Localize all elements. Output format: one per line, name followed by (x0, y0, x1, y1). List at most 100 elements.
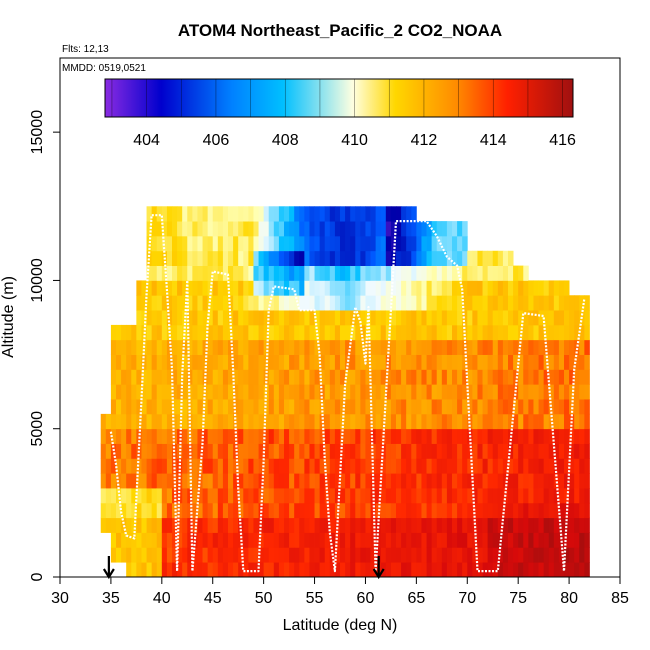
heatmap-cell (243, 369, 249, 385)
heatmap-cell (233, 399, 239, 415)
heatmap-cell (329, 235, 336, 252)
heatmap-cell (299, 399, 305, 415)
heatmap-cell (446, 369, 453, 385)
heatmap-cell (569, 473, 575, 489)
heatmap-cell (365, 354, 371, 370)
heatmap-cell (436, 517, 443, 533)
heatmap-cell (126, 399, 132, 415)
heatmap-cell (411, 265, 417, 281)
heatmap-cell (370, 473, 377, 489)
heatmap-cell (243, 562, 249, 578)
heatmap-cell (334, 413, 341, 430)
heatmap-cell (284, 221, 290, 237)
heatmap-cell (202, 280, 209, 296)
heatmap-cell (436, 428, 443, 444)
heatmap-cell (360, 324, 366, 341)
heatmap-cell (564, 517, 570, 533)
heatmap-cell (457, 517, 463, 533)
heatmap-cell (202, 532, 209, 548)
heatmap-cell (263, 250, 270, 266)
heatmap-cell (329, 443, 336, 459)
heatmap-cell (222, 206, 229, 222)
heatmap-cell (477, 473, 483, 489)
heatmap-cell (416, 235, 422, 252)
heatmap-cell (426, 532, 433, 548)
heatmap-cell (543, 339, 550, 355)
heatmap-cell (329, 206, 336, 222)
heatmap-cell (131, 562, 137, 578)
heatmap-cell (156, 369, 163, 385)
heatmap-cell (309, 250, 315, 266)
heatmap-cell (426, 250, 433, 266)
heatmap-cell (273, 295, 280, 311)
heatmap-cell (502, 354, 509, 370)
heatmap-cell (116, 532, 122, 548)
heatmap-cell (263, 547, 270, 563)
heatmap-cell (548, 517, 555, 533)
heatmap-cell (411, 502, 417, 519)
heatmap-cell (110, 399, 117, 415)
heatmap-cell (156, 206, 163, 222)
heatmap-cell (492, 339, 499, 355)
heatmap-cell (543, 428, 550, 444)
heatmap-cell (243, 443, 249, 459)
heatmap-cell (462, 532, 468, 548)
heatmap-cell (426, 235, 433, 252)
heatmap-cell (462, 295, 468, 311)
heatmap-cell (558, 502, 565, 519)
heatmap-cell (319, 428, 326, 444)
heatmap-cell (569, 562, 575, 578)
heatmap-cell (151, 562, 158, 578)
heatmap-cell (146, 517, 153, 533)
heatmap-cell (472, 428, 478, 444)
heatmap-cell (457, 280, 463, 296)
heatmap-cell (116, 502, 122, 519)
heatmap-cell (467, 532, 473, 548)
heatmap-cell (584, 413, 590, 430)
heatmap-cell (497, 502, 504, 519)
heatmap-cell (431, 413, 438, 430)
heatmap-cell (141, 443, 147, 459)
heatmap-cell (528, 517, 534, 533)
heatmap-cell (406, 280, 412, 296)
heatmap-cell (350, 295, 356, 311)
heatmap-cell (365, 280, 371, 296)
heatmap-cell (151, 221, 158, 237)
heatmap-cell (268, 399, 275, 415)
heatmap-cell (411, 399, 417, 415)
heatmap-cell (355, 235, 361, 252)
heatmap-cell (136, 413, 142, 430)
heatmap-cell (273, 399, 280, 415)
heatmap-cell (502, 443, 509, 459)
heatmap-cell (340, 324, 346, 341)
heatmap-cell (182, 265, 188, 281)
heatmap-cell (340, 458, 346, 474)
heatmap-cell (497, 428, 504, 444)
heatmap-cell (401, 250, 407, 266)
heatmap-cell (502, 280, 509, 296)
heatmap-cell (518, 443, 524, 459)
heatmap-cell (309, 265, 315, 281)
heatmap-cell (446, 384, 453, 400)
heatmap-cell (273, 369, 280, 385)
heatmap-cell (457, 562, 463, 578)
heatmap-cell (146, 488, 153, 504)
heatmap-cell (161, 206, 168, 222)
heatmap-cell (319, 502, 326, 519)
heatmap-cell (309, 339, 315, 355)
heatmap-cell (441, 399, 448, 415)
heatmap-cell (518, 428, 524, 444)
heatmap-cell (121, 354, 127, 370)
heatmap-cell (502, 413, 509, 430)
heatmap-cell (248, 206, 254, 222)
heatmap-cell (533, 458, 539, 474)
heatmap-cell (273, 517, 280, 533)
heatmap-cell (390, 502, 397, 519)
heatmap-cell (192, 221, 198, 237)
heatmap-cell (116, 384, 122, 400)
heatmap-cell (172, 235, 178, 252)
heatmap-cell (141, 473, 147, 489)
heatmap-cell (197, 547, 203, 563)
heatmap-cell (472, 339, 478, 355)
